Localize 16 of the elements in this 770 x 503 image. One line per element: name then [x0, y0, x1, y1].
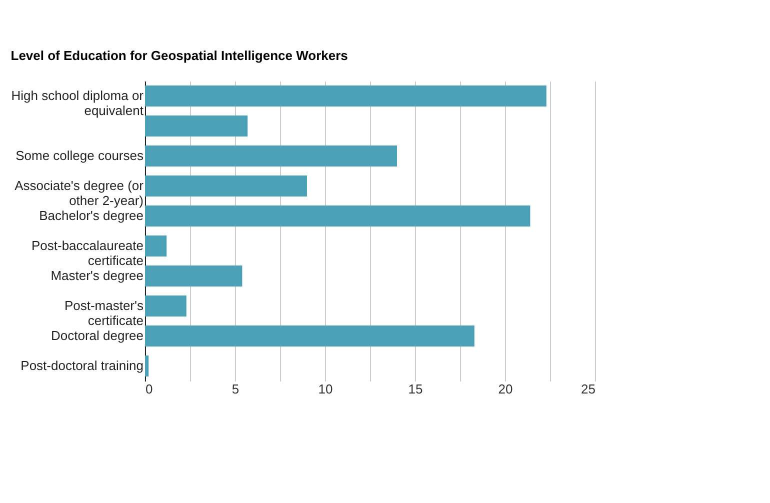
x-tick-label: 20 — [498, 382, 513, 396]
y-tick-label: Master's degree — [50, 268, 144, 283]
y-tick-label: Post-master's certificate — [64, 298, 144, 328]
x-tick-label: 15 — [408, 382, 423, 396]
x-tick-label: 25 — [581, 382, 596, 396]
x-tick-label: 10 — [318, 382, 333, 396]
y-tick-label: Bachelor's degree — [39, 208, 144, 223]
y-tick-label: Some college courses — [16, 148, 144, 163]
y-tick-label: High school diploma or equivalent — [11, 88, 144, 118]
chart-title: Level of Education for Geospatial Intelligence Workers — [10, 48, 348, 63]
y-tick-label: Post-baccalaureate certificate — [31, 238, 144, 268]
x-tick-label: 0 — [146, 382, 153, 396]
y-tick-label: Post-doctoral training — [20, 358, 144, 373]
y-tick-label: Associate's degree (or other 2-year) — [14, 178, 144, 208]
x-tick-label: 5 — [232, 382, 240, 396]
y-tick-label: Doctoral degree — [51, 328, 144, 343]
